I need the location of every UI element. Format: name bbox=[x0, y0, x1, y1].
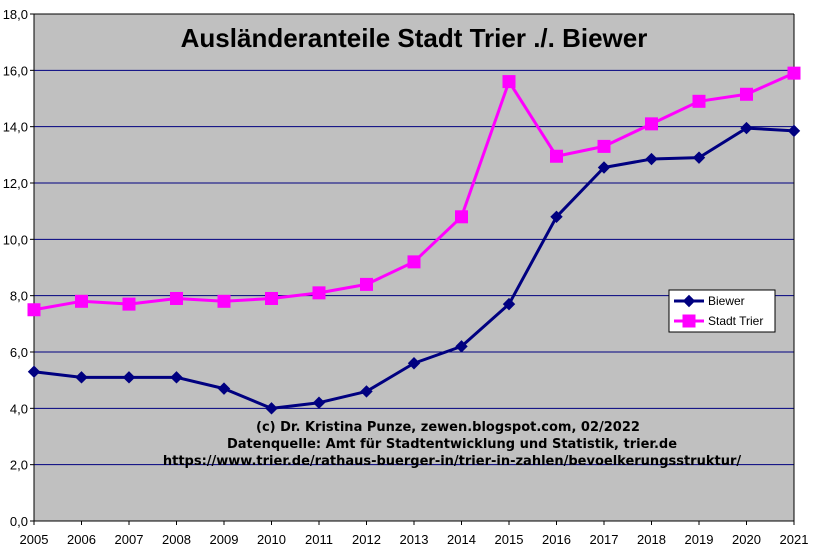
legend-label: Biewer bbox=[708, 294, 745, 308]
data-point-biewer bbox=[312, 396, 326, 409]
y-tick-label: 18,0 bbox=[3, 7, 28, 22]
series-layer bbox=[27, 66, 801, 415]
legend-item-biewer: Biewer bbox=[674, 294, 745, 308]
y-tick-label: 4,0 bbox=[10, 401, 28, 416]
x-tick-label: 2010 bbox=[257, 532, 286, 547]
data-point-stadt-trier bbox=[597, 139, 611, 153]
data-point-stadt-trier bbox=[27, 303, 41, 317]
data-point-biewer bbox=[170, 371, 183, 384]
x-axis-tick-labels: 2005 2006 2007 2008 2009 2010 2011 2012 2013 2014… bbox=[20, 532, 809, 547]
data-point-biewer bbox=[502, 297, 516, 311]
data-point-stadt-trier bbox=[122, 297, 136, 311]
x-tick-label: 2005 bbox=[20, 532, 49, 547]
credit-line-url: https://www.trier.de/rathaus-buerger-in/… bbox=[163, 454, 742, 469]
y-tick-label: 12,0 bbox=[3, 176, 28, 191]
legend-swatch-marker bbox=[682, 314, 696, 328]
y-tick-label: 8,0 bbox=[10, 289, 28, 304]
series-biewer bbox=[27, 121, 801, 415]
y-tick-label: 14,0 bbox=[3, 120, 28, 135]
data-point-stadt-trier bbox=[645, 117, 658, 131]
x-tick-label: 2015 bbox=[495, 532, 524, 547]
data-point-biewer bbox=[27, 365, 41, 378]
legend-swatch-marker bbox=[682, 294, 696, 308]
data-point-biewer bbox=[550, 210, 563, 224]
data-point-stadt-trier bbox=[502, 75, 516, 89]
data-point-stadt-trier bbox=[692, 94, 706, 108]
data-point-biewer bbox=[692, 151, 706, 164]
data-point-stadt-trier bbox=[75, 294, 88, 308]
data-point-biewer bbox=[122, 371, 136, 384]
x-tick-label: 2020 bbox=[732, 532, 761, 547]
y-tick-label: 2,0 bbox=[10, 458, 28, 473]
data-point-stadt-trier bbox=[407, 255, 421, 269]
axes bbox=[30, 13, 795, 525]
data-point-stadt-trier bbox=[312, 286, 326, 300]
data-point-biewer bbox=[645, 152, 658, 166]
x-tick-label: 2018 bbox=[637, 532, 666, 547]
data-point-biewer bbox=[455, 340, 468, 353]
data-point-biewer bbox=[740, 121, 753, 135]
data-point-biewer bbox=[787, 124, 801, 138]
data-point-stadt-trier bbox=[455, 210, 468, 224]
x-tick-label: 2013 bbox=[400, 532, 429, 547]
x-tick-label: 2012 bbox=[352, 532, 381, 547]
data-point-biewer bbox=[360, 385, 373, 398]
x-tick-label: 2021 bbox=[780, 532, 809, 547]
y-tick-label: 10,0 bbox=[3, 232, 28, 247]
data-point-biewer bbox=[597, 161, 611, 174]
y-tick-label: 0,0 bbox=[10, 514, 28, 529]
data-point-biewer bbox=[265, 402, 278, 415]
legend-label: Stadt Trier bbox=[708, 314, 763, 328]
data-point-stadt-trier bbox=[740, 87, 753, 101]
legend: Biewer Stadt Trier bbox=[668, 289, 776, 333]
credit-line-author: (c) Dr. Kristina Punze, zewen.blogspot.c… bbox=[256, 420, 640, 435]
legend-item-stadt-trier: Stadt Trier bbox=[674, 314, 763, 328]
x-tick-label: 2014 bbox=[447, 532, 476, 547]
series-stadt-trier bbox=[27, 66, 801, 317]
data-point-stadt-trier bbox=[217, 294, 231, 308]
data-point-stadt-trier bbox=[550, 149, 563, 163]
data-point-stadt-trier bbox=[360, 277, 373, 291]
x-tick-label: 2008 bbox=[162, 532, 191, 547]
x-tick-label: 2017 bbox=[590, 532, 619, 547]
x-tick-label: 2011 bbox=[305, 532, 333, 547]
credit-line-source: Datenquelle: Amt für Stadtentwicklung un… bbox=[227, 437, 677, 452]
x-tick-label: 2009 bbox=[210, 532, 239, 547]
data-point-biewer bbox=[217, 382, 231, 395]
x-tick-label: 2006 bbox=[67, 532, 96, 547]
data-point-stadt-trier bbox=[170, 291, 183, 305]
data-point-biewer bbox=[407, 357, 421, 370]
y-axis-tick-labels: 0,0 2,0 4,0 6,0 8,0 10,0 12,0 14,0 16,0 18,0 bbox=[3, 7, 28, 529]
data-point-stadt-trier bbox=[787, 66, 801, 80]
data-point-stadt-trier bbox=[265, 291, 278, 305]
x-tick-label: 2007 bbox=[115, 532, 144, 547]
data-point-biewer bbox=[75, 371, 88, 384]
y-tick-label: 6,0 bbox=[10, 345, 28, 360]
y-tick-label: 16,0 bbox=[3, 63, 28, 78]
x-tick-label: 2016 bbox=[542, 532, 571, 547]
chart-title: Ausländeranteile Stadt Trier ./. Biewer bbox=[181, 23, 648, 53]
x-tick-label: 2019 bbox=[685, 532, 714, 547]
